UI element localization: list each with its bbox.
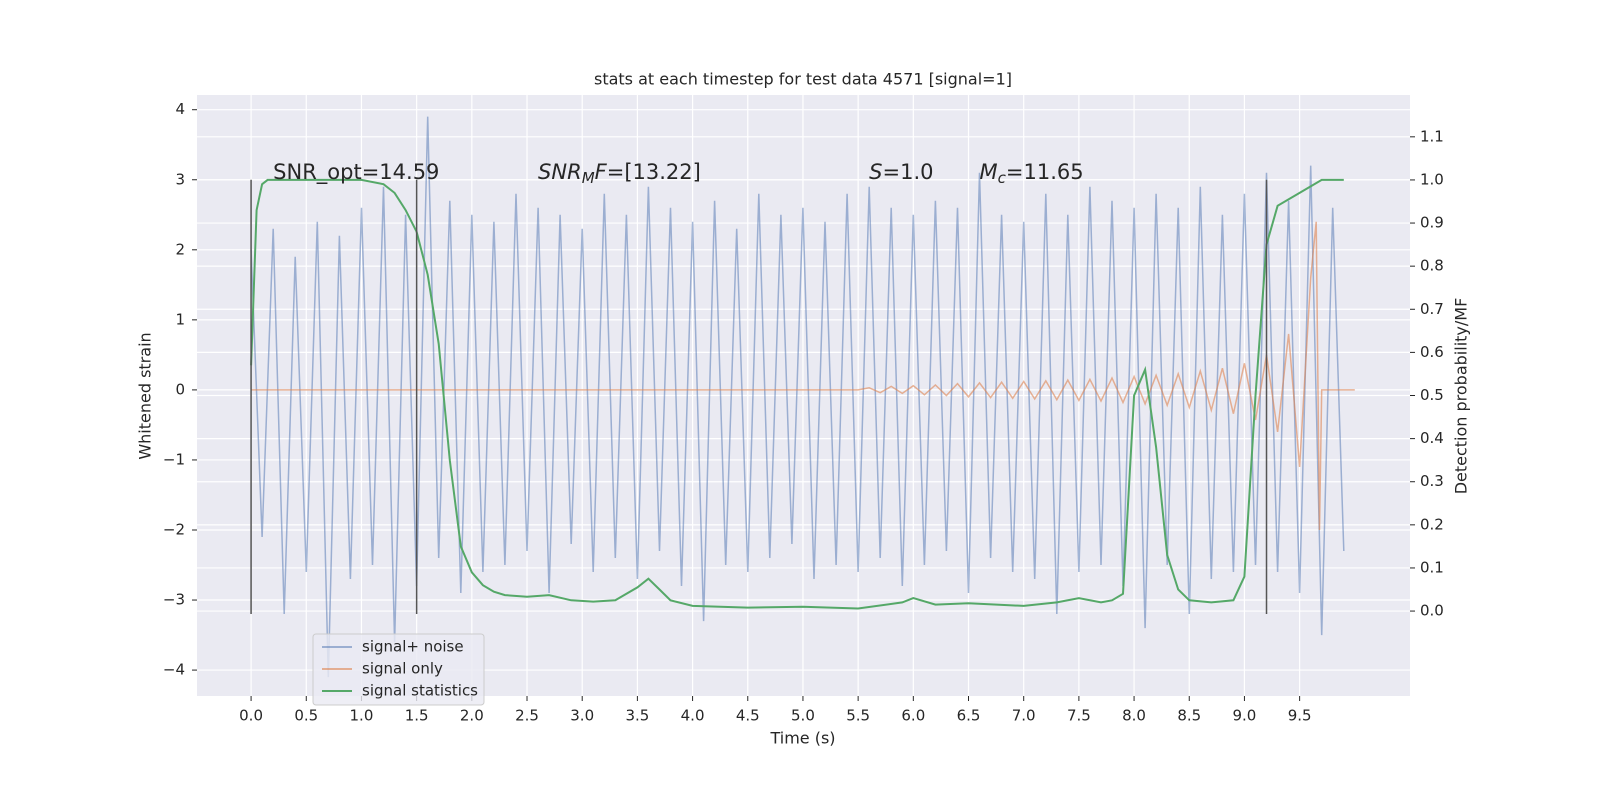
y2-tick-label: 0.7 [1420,300,1444,318]
x-tick-label: 0.0 [239,707,263,725]
chart-title: stats at each timestep for test data 457… [594,70,1012,89]
x-tick-label: 8.0 [1122,707,1146,725]
annotation-part: F [595,160,608,184]
annotation-part: S [869,160,882,184]
y2-tick-label: 0.3 [1420,472,1444,490]
y2-tick-label: 0.9 [1420,214,1444,232]
annotation-part: SNR [538,160,582,184]
legend: signal+ noise signal only signal statistic… [312,633,485,706]
x-tick-label: 5.0 [791,707,815,725]
x-tick-label: 9.5 [1288,707,1312,725]
x-tick-label: 5.5 [846,707,870,725]
annotation-part: =11.65 [1006,160,1084,184]
y2-axis-label: Detection probability/MF [1452,298,1471,495]
series-line [250,178,1344,610]
x-tick-label: 7.5 [1067,707,1091,725]
legend-label: signal statistics [362,682,478,700]
y2-tick-label: 0.5 [1420,386,1444,404]
x-tick-label: 9.0 [1233,707,1257,725]
y-tick-label: 3 [175,170,185,188]
annotation-part: M [980,160,998,184]
x-tick-label: 1.0 [350,707,374,725]
y-tick-label: −4 [163,661,185,679]
x-tick-label: 3.5 [625,707,649,725]
annotation: S=1.0 [869,160,933,184]
y2-tick-label: 0.2 [1420,515,1444,533]
y2-tick-label: 1.1 [1420,127,1444,145]
series-line [250,116,1345,678]
legend-label: signal only [362,660,443,678]
annotation-part: SNR_opt=14.59 [273,160,439,185]
y-tick-label: −1 [163,450,185,468]
annotation-part: =1.0 [883,160,934,184]
x-tick-label: 7.0 [1012,707,1036,725]
annotation: Mc=11.65 [980,160,1084,187]
annotation-part: M [582,168,595,186]
y-tick-label: −3 [163,591,185,609]
legend-label: signal+ noise [362,638,464,656]
y-axis-label: Whitened strain [136,332,155,459]
y-tick-label: 0 [175,380,185,398]
y2-tick-label: 0.8 [1420,257,1444,275]
y2-tick-label: 0.6 [1420,343,1444,361]
y-tick-label: 4 [175,100,185,118]
x-tick-label: 0.5 [294,707,318,725]
x-tick-label: 2.5 [515,707,539,725]
marks [250,116,1355,678]
x-tick-label: 3.0 [570,707,594,725]
annotation-part: =[13.22] [607,160,701,184]
x-tick-label: 2.0 [460,707,484,725]
y2-tick-label: 0.0 [1420,602,1444,620]
x-tick-label: 6.5 [957,707,981,725]
x-tick-label: 4.5 [736,707,760,725]
x-tick-label: 6.0 [901,707,925,725]
y2-tick-label: 0.1 [1420,558,1444,576]
y-tick-label: 2 [175,240,185,258]
x-tick-label: 1.5 [405,707,429,725]
annotation: SNR_opt=14.59 [273,160,439,185]
legend-box [312,633,485,706]
annotation-part: c [998,168,1007,186]
y-tick-label: −2 [163,520,185,538]
x-tick-label: 8.5 [1177,707,1201,725]
y2-tick-label: 0.4 [1420,429,1444,447]
annotation: SNRMF=[13.22] [538,160,701,187]
series-line [251,221,1355,531]
y2-tick-label: 1.0 [1420,170,1444,188]
x-tick-label: 4.0 [681,707,705,725]
x-axis-label: Time (s) [769,729,835,748]
y-tick-label: 1 [175,310,185,328]
